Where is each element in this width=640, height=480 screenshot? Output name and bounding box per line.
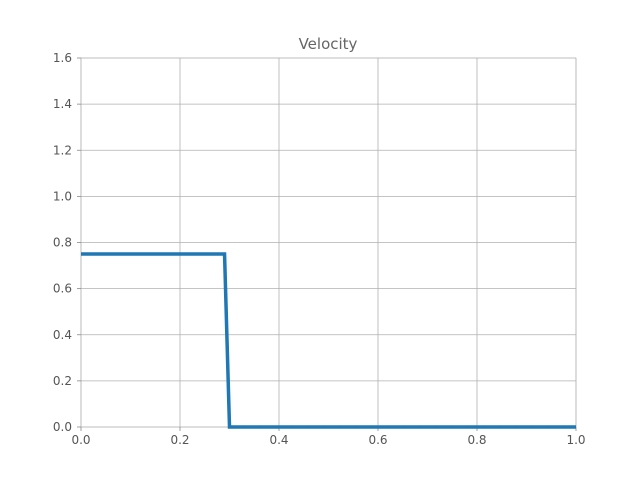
y-tick-label: 0.8 bbox=[53, 236, 72, 250]
x-tick-label: 0.4 bbox=[269, 433, 288, 447]
y-tick-label: 1.4 bbox=[53, 97, 72, 111]
y-tick-label: 1.6 bbox=[53, 51, 72, 65]
x-tick-label: 0.0 bbox=[71, 433, 90, 447]
y-tick-label: 0.4 bbox=[53, 328, 72, 342]
velocity-series-line bbox=[81, 252, 576, 429]
x-tick-label: 0.6 bbox=[368, 433, 387, 447]
grid-layer bbox=[80, 57, 577, 428]
y-tick-label: 0.0 bbox=[53, 420, 72, 434]
x-tick-label: 0.2 bbox=[170, 433, 189, 447]
y-tick-label: 0.2 bbox=[53, 374, 72, 388]
axes-layer: 0.0 0.2 0.4 0.6 0.8 1.0 0.0 0.2 0.4 0.6 0.8 1.0 1.2 1… bbox=[53, 51, 586, 447]
chart-title: Velocity bbox=[299, 35, 358, 53]
x-tick-label: 0.8 bbox=[467, 433, 486, 447]
y-tick-label: 1.0 bbox=[53, 189, 72, 203]
series-layer bbox=[81, 252, 576, 429]
x-tick-label: 1.0 bbox=[566, 433, 585, 447]
y-tick-label: 0.6 bbox=[53, 282, 72, 296]
y-tick-label: 1.2 bbox=[53, 143, 72, 157]
